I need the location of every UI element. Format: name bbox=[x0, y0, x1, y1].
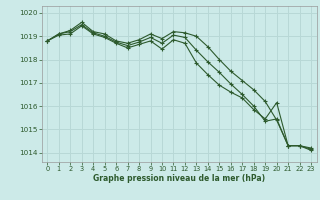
X-axis label: Graphe pression niveau de la mer (hPa): Graphe pression niveau de la mer (hPa) bbox=[93, 174, 265, 183]
